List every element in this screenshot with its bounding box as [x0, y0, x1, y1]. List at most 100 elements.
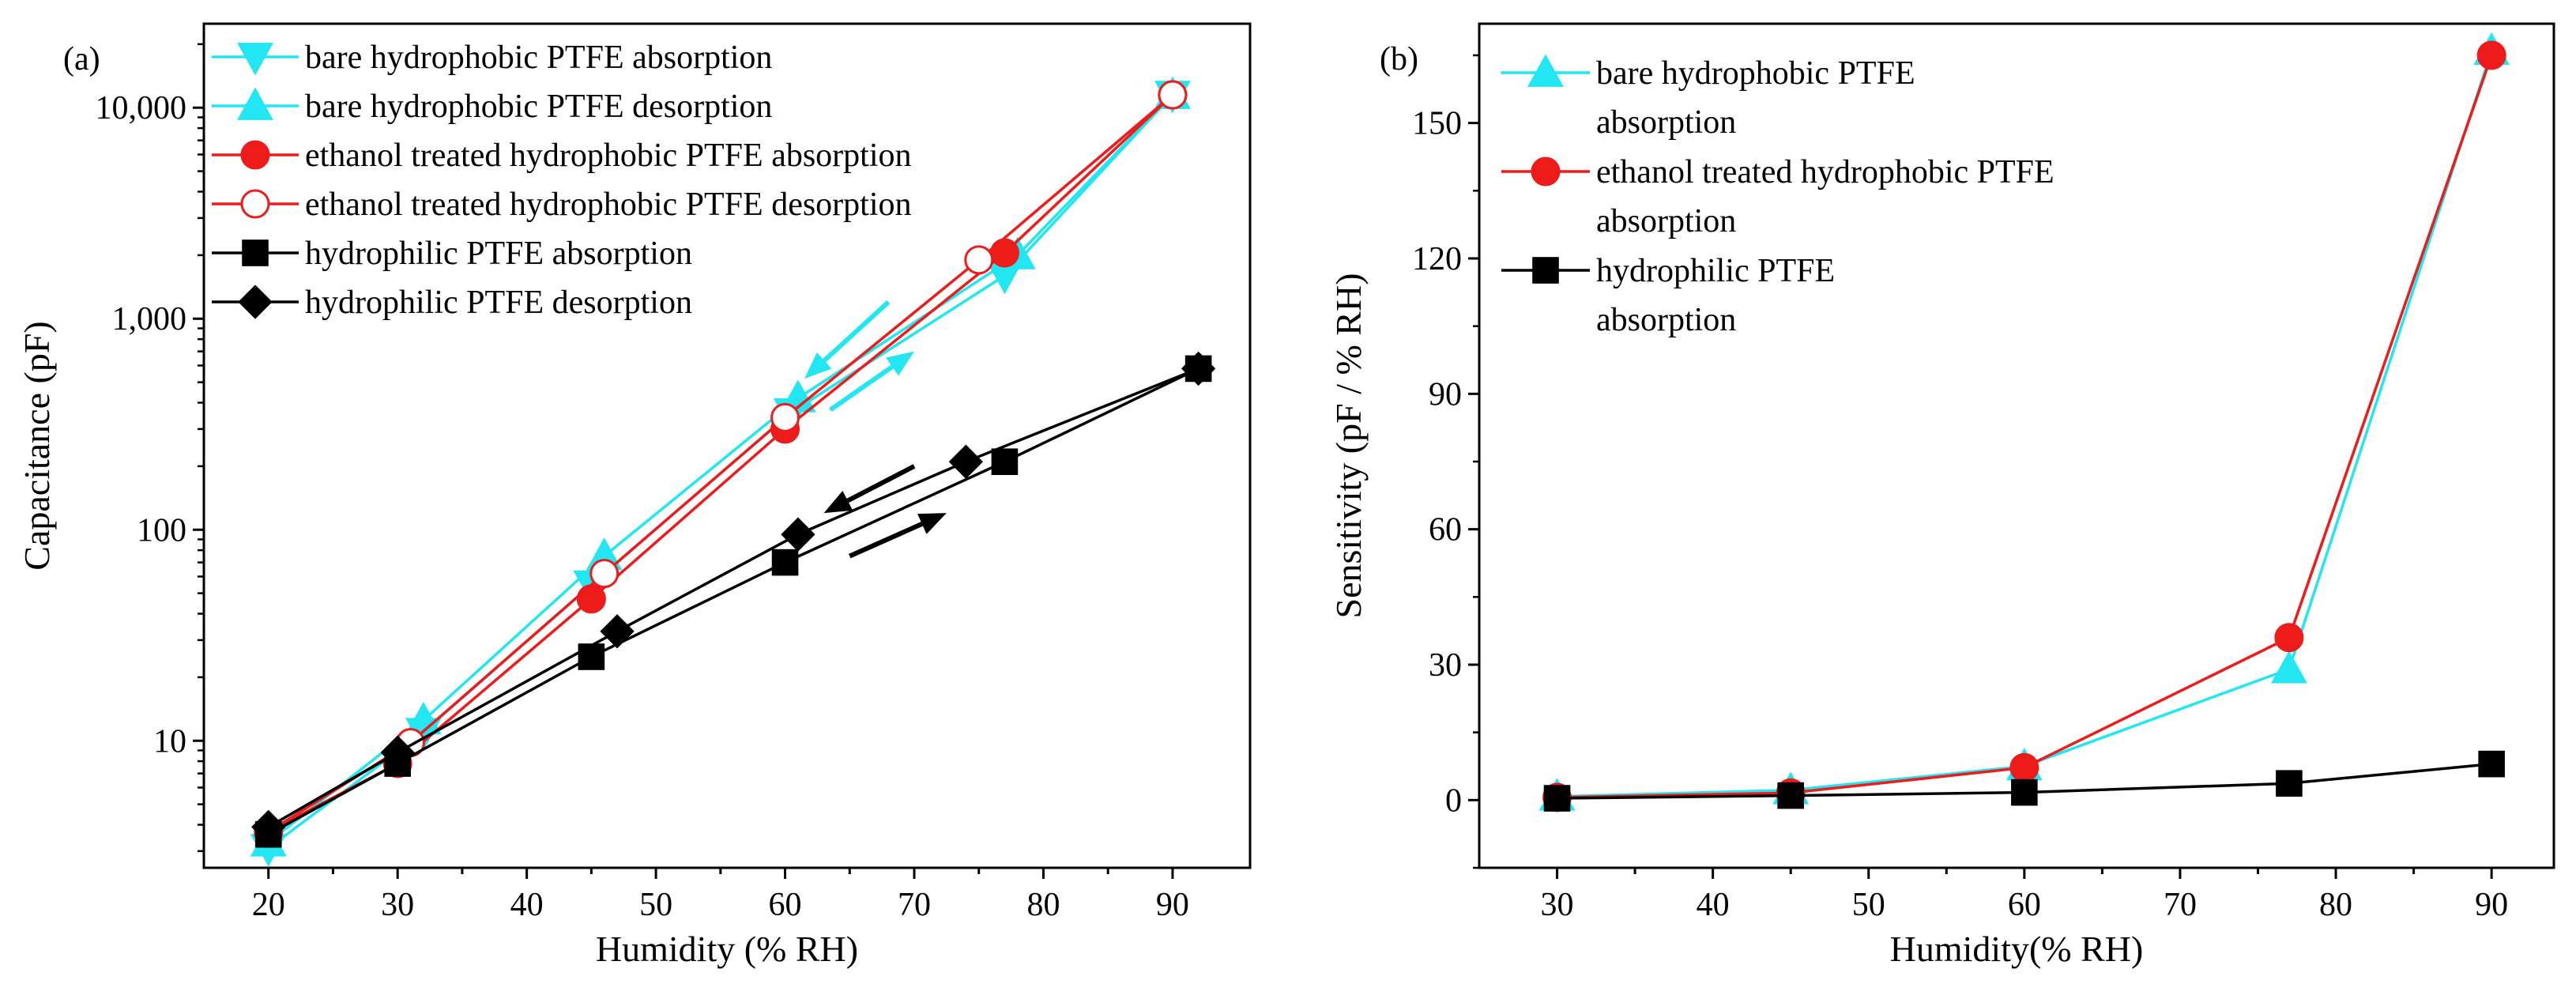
panel-b-chart: 30 40 50 60 70 80 90 0 30 60 90 120 150 Humidity(% RH… [1328, 22, 2555, 969]
plot-frame [1478, 22, 2555, 869]
legend-entry: bare hydrophobic PTFE desorption [212, 87, 772, 125]
legend-entry: hydrophilic PTFE desorption [212, 285, 692, 321]
data-point [771, 549, 799, 576]
y-tick-label: 100 [137, 512, 186, 549]
y-tick-label: 0 [1445, 782, 1462, 819]
y-tick-label: 10 [153, 723, 186, 760]
legend-entry: bare hydrophobic PTFE absorption [212, 40, 772, 76]
data-point [2011, 778, 2038, 806]
y-tick-label: 30 [1429, 647, 1462, 684]
data-point [2009, 752, 2039, 782]
data-point [1181, 351, 1216, 386]
legend-label: ethanol treated hydrophobic PTFE desorpt… [305, 187, 912, 223]
legend-entry: ethanol treated hydrophobic PTFE absorpt… [212, 138, 912, 174]
x-tick-label: 70 [898, 887, 931, 923]
legend-label: hydrophilic PTFE desorption [305, 285, 692, 321]
legend-marker [242, 239, 269, 266]
x-tick-label: 30 [1541, 887, 1574, 923]
y-tick-label: 10,000 [96, 90, 187, 126]
legend-marker [240, 189, 270, 219]
legend: bare hydrophobic PTFE absorption bare hyd… [212, 40, 912, 321]
legend-marker [240, 140, 270, 170]
data-point [1543, 785, 1571, 812]
y-axis-title: Sensitivity (pF / % RH) [1328, 273, 1369, 618]
x-tick-label: 40 [1697, 887, 1730, 923]
legend-marker [1532, 257, 1559, 284]
x-tick-label: 30 [381, 887, 414, 923]
x-tick-label: 90 [2475, 887, 2508, 923]
data-point [1158, 80, 1188, 110]
y-tick-label: 150 [1412, 106, 1462, 142]
arrow-absorption-shaft [849, 522, 924, 559]
data-point [251, 809, 286, 845]
legend-label: hydrophilic PTFE absorption [305, 236, 692, 272]
panel-label: (a) [63, 41, 100, 77]
data-point [2478, 750, 2505, 778]
x-tick-label: 20 [252, 887, 285, 923]
data-point [991, 448, 1019, 476]
arrow-absorption-shaft [829, 364, 894, 413]
legend-entry: ethanol treated hydrophobic PTFE desorpt… [212, 187, 912, 223]
data-point [2270, 650, 2307, 684]
x-tick-label: 80 [1026, 887, 1060, 923]
legend-label: ethanol treated hydrophobic PTFE [1596, 154, 2054, 190]
data-point [989, 238, 1019, 268]
legend-label: absorption [1596, 203, 1736, 239]
data-point [2276, 770, 2303, 797]
x-axis-title: Humidity (% RH) [596, 929, 858, 969]
legend-label: ethanol treated hydrophobic PTFE absorpt… [305, 138, 912, 174]
data-point [578, 643, 605, 670]
data-point [1777, 782, 1805, 809]
legend-label: absorption [1596, 104, 1736, 141]
legend-entry: bare hydrophobic PTFE absorption [1501, 54, 1915, 141]
data-point [2476, 40, 2506, 70]
x-tick-label: 50 [639, 887, 672, 923]
data-point [781, 517, 815, 552]
series-hydrophilic-ptfe-desorption [251, 351, 1216, 845]
legend-entry: ethanol treated hydrophobic PTFE absorpti… [1501, 154, 2054, 239]
legend-marker [1527, 54, 1564, 87]
y-tick-label: 120 [1412, 241, 1462, 277]
arrow-absorption [829, 351, 915, 413]
series-hydrophilic-ptfe-absorption [254, 355, 1212, 848]
legend-marker [237, 87, 273, 120]
plot-frame [202, 22, 1252, 869]
x-tick-label: 90 [1156, 887, 1189, 923]
legend-marker [237, 43, 273, 76]
x-tick-label: 60 [769, 887, 802, 923]
legend-marker [1531, 156, 1561, 187]
panel-label: (b) [1380, 41, 1418, 77]
legend-label: bare hydrophobic PTFE [1596, 55, 1915, 92]
y-tick-label: 60 [1429, 512, 1462, 549]
arrow-desorption-shaft [846, 464, 916, 503]
data-point [589, 559, 620, 589]
x-tick-label: 50 [1852, 887, 1885, 923]
x-tick-label: 80 [2319, 887, 2352, 923]
arrow-desorption-head [823, 491, 853, 514]
legend-label: bare hydrophobic PTFE absorption [305, 40, 772, 76]
y-tick-label: 90 [1429, 376, 1462, 413]
data-point [964, 245, 994, 275]
x-axis-title: Humidity(% RH) [1890, 929, 2144, 969]
data-point [576, 584, 606, 614]
series-hydrophilic-ptfe-absorption [1543, 750, 2505, 812]
arrow-desorption-shaft [823, 300, 891, 363]
data-point [770, 402, 800, 432]
arrow-desorption-head [804, 352, 832, 379]
y-axis-title: Capacitance (pF) [17, 321, 57, 570]
legend-marker [238, 285, 273, 319]
x-tick-label: 70 [2164, 887, 2197, 923]
arrow-desorption [804, 300, 891, 379]
data-point [948, 444, 984, 479]
series-line [267, 367, 1199, 836]
legend-entry: hydrophilic PTFE absorption [1501, 253, 1835, 338]
legend-label: absorption [1596, 302, 1736, 338]
arrow-absorption-head [917, 513, 947, 534]
legend-label: hydrophilic PTFE [1596, 253, 1835, 289]
data-point [380, 735, 415, 770]
arrow-absorption-head [886, 351, 915, 376]
x-tick-label: 40 [510, 887, 544, 923]
panel-a-chart: 20 30 40 50 60 70 80 90 10 100 1,000 10,000 Humidity… [17, 22, 1252, 969]
